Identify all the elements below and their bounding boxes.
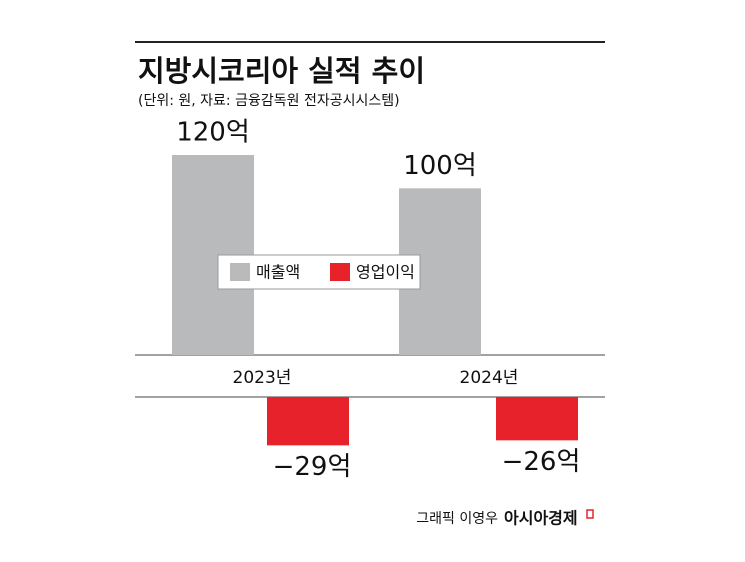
legend-label: 영업이익 [356,263,415,282]
credit: 그래픽 이영우 [416,511,498,527]
bar [267,397,349,446]
publisher: 아시아경제 [504,509,578,528]
legend-label: 매출액 [256,263,300,282]
data-label: −29억 [273,452,352,482]
x-tick-label: 2024년 [460,368,519,388]
publisher-logo [586,509,594,519]
chart-title: 지방시코리아 실적 추이 [138,54,425,88]
legend-box [217,254,421,290]
bar [496,397,578,441]
data-label: 100억 [403,151,477,181]
legend-swatch [330,263,350,281]
data-label: 120억 [176,118,250,148]
data-label: −26억 [502,447,581,477]
chart-subtitle: (단위: 원, 자료: 금융감독원 전자공시시스템) [138,93,400,109]
legend-swatch [230,263,250,281]
x-tick-label: 2023년 [233,368,292,388]
